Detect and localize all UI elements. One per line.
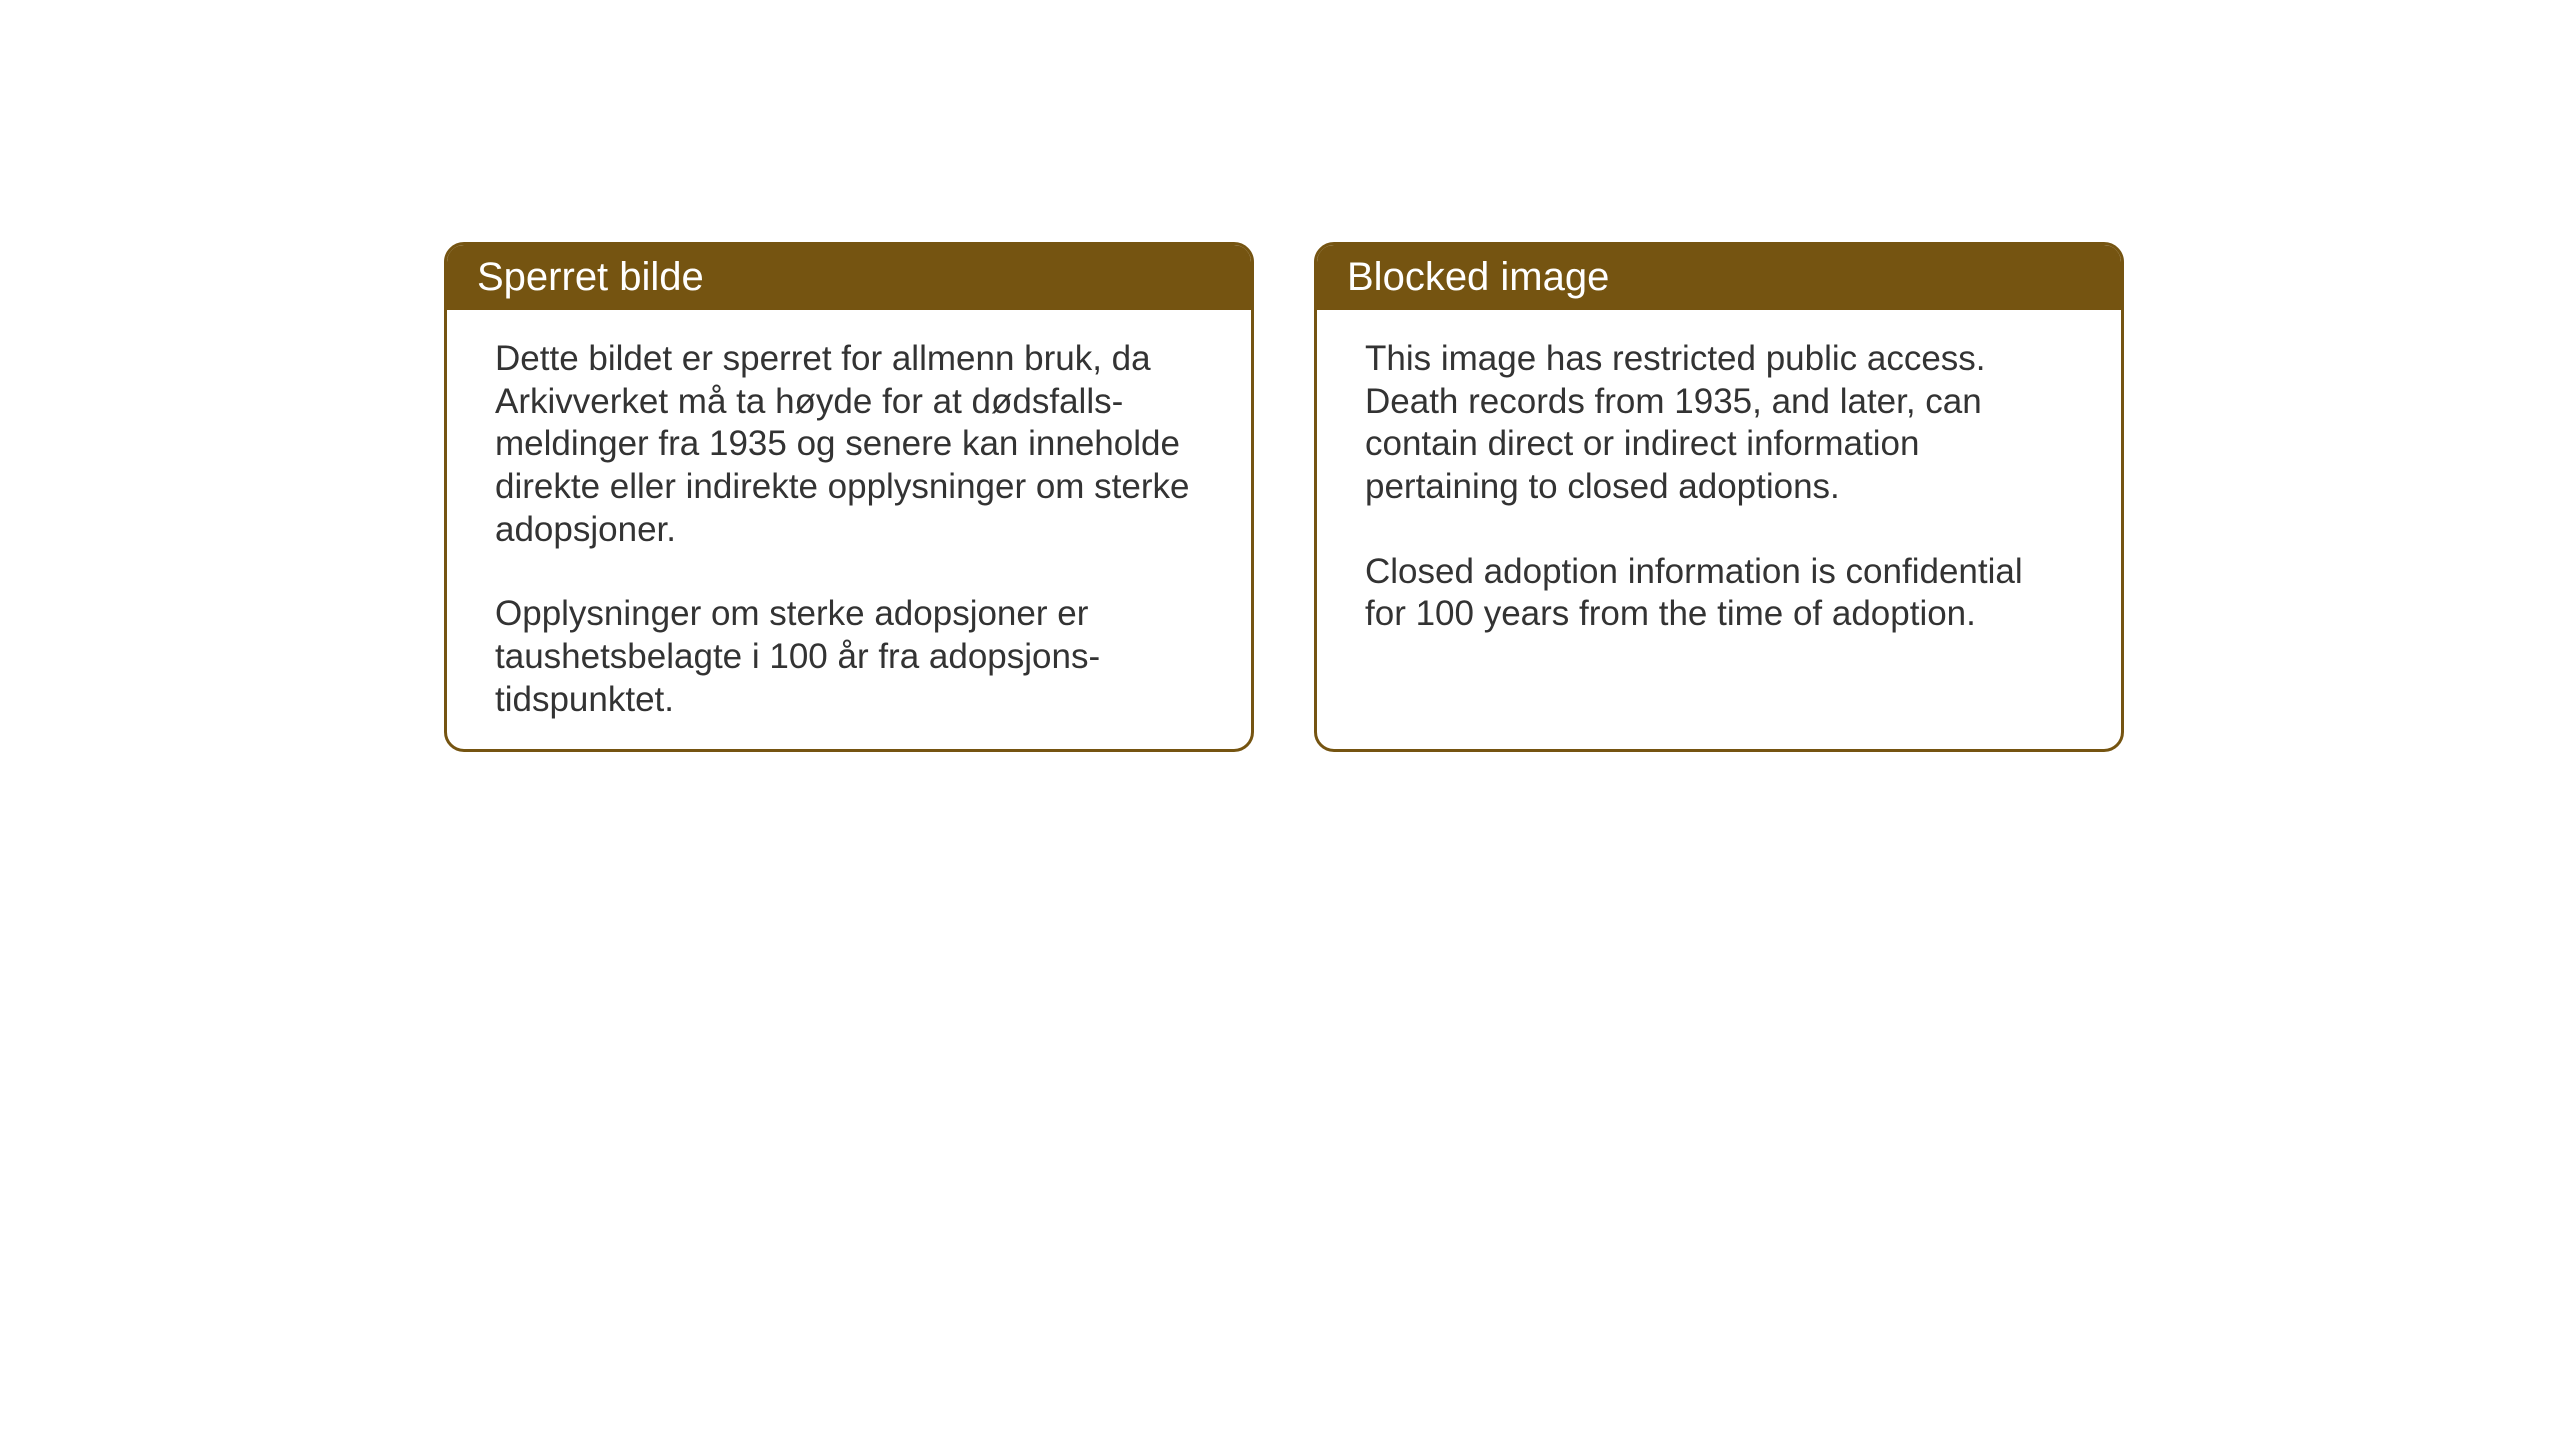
- english-paragraph-2: Closed adoption information is confident…: [1365, 551, 2073, 636]
- english-card-title: Blocked image: [1317, 245, 2121, 310]
- norwegian-paragraph-1: Dette bildet er sperret for allmenn bruk…: [495, 338, 1203, 551]
- notice-cards-container: Sperret bilde Dette bildet er sperret fo…: [444, 242, 2124, 752]
- english-paragraph-1: This image has restricted public access.…: [1365, 338, 2073, 509]
- norwegian-notice-card: Sperret bilde Dette bildet er sperret fo…: [444, 242, 1254, 752]
- english-card-body: This image has restricted public access.…: [1317, 310, 2121, 664]
- norwegian-card-body: Dette bildet er sperret for allmenn bruk…: [447, 310, 1251, 750]
- english-notice-card: Blocked image This image has restricted …: [1314, 242, 2124, 752]
- norwegian-card-title: Sperret bilde: [447, 245, 1251, 310]
- norwegian-paragraph-2: Opplysninger om sterke adopsjoner er tau…: [495, 593, 1203, 721]
